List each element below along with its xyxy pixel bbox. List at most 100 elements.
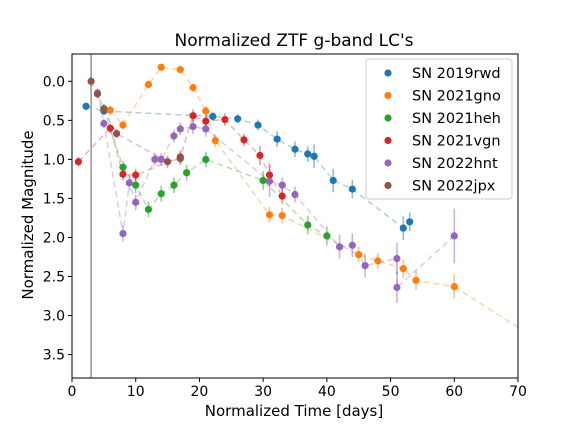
- data-point: [240, 136, 248, 144]
- data-point: [132, 198, 140, 206]
- x-axis-label: Normalized Time [days]: [205, 402, 383, 420]
- data-point: [119, 163, 127, 171]
- data-point: [221, 115, 229, 124]
- data-point: [125, 179, 133, 187]
- data-point: [393, 283, 401, 292]
- data-point: [113, 130, 121, 138]
- data-point: [374, 257, 382, 265]
- data-point: [170, 181, 178, 189]
- legend-label: SN 2022hnt: [412, 156, 498, 172]
- data-point: [132, 181, 140, 189]
- data-point: [348, 241, 356, 249]
- data-point: [265, 211, 274, 219]
- data-point: [189, 112, 197, 120]
- data-point: [406, 218, 414, 226]
- x-tick-label: 10: [127, 384, 145, 400]
- plot-content: [74, 54, 518, 378]
- data-point: [399, 224, 407, 232]
- data-point: [265, 177, 274, 185]
- data-point: [393, 254, 401, 263]
- x-tick-label: 50: [382, 384, 400, 400]
- chart-title: Normalized ZTF g-band LC's: [175, 31, 414, 51]
- data-point: [304, 150, 312, 158]
- data-point: [202, 155, 210, 163]
- y-tick-label: 0.5: [43, 113, 65, 129]
- data-point: [273, 135, 281, 143]
- legend-marker: [384, 181, 392, 190]
- series-extension-1: [453, 286, 518, 328]
- y-tick-label: 1.5: [43, 191, 65, 207]
- data-point: [176, 66, 184, 74]
- data-point: [157, 190, 165, 198]
- x-tick-label: 60: [445, 384, 463, 400]
- legend: SN 2019rwd SN 2021gno SN 2021heh SN 2021vgn…: [365, 58, 513, 200]
- data-point: [163, 158, 172, 166]
- data-point: [259, 176, 267, 185]
- data-point: [157, 155, 165, 163]
- y-tick-label: 3.0: [43, 309, 65, 325]
- data-point: [74, 158, 82, 166]
- y-tick-label: 1.0: [43, 152, 65, 168]
- x-tick-label: 40: [318, 384, 336, 400]
- legend-label: SN 2021heh: [412, 111, 501, 127]
- data-point: [291, 145, 299, 153]
- legend-marker: [384, 159, 392, 167]
- plot-frame: [71, 53, 519, 379]
- x-tick-label: 20: [191, 384, 209, 400]
- data-point: [132, 171, 140, 179]
- legend-label: SN 2019rwd: [412, 66, 501, 82]
- data-point: [348, 185, 356, 193]
- series-line-3: [77, 114, 283, 197]
- data-point: [176, 125, 184, 133]
- data-point: [144, 205, 153, 213]
- data-point: [304, 221, 312, 229]
- data-point: [82, 102, 90, 110]
- data-point: [310, 152, 318, 160]
- data-point: [209, 112, 217, 121]
- data-point: [100, 119, 108, 128]
- data-point: [170, 132, 178, 140]
- data-point: [157, 63, 165, 71]
- data-point: [119, 121, 127, 129]
- data-point: [106, 106, 114, 114]
- data-point: [151, 155, 159, 163]
- data-point: [119, 229, 127, 238]
- x-tick-label: 30: [254, 384, 272, 400]
- legend-box: [365, 58, 513, 200]
- y-axis-label: Normalized Magnitude: [19, 130, 37, 299]
- data-point: [329, 176, 337, 185]
- data-point: [412, 276, 420, 285]
- legend-marker: [384, 136, 392, 145]
- legend-marker: [384, 114, 392, 122]
- data-point: [211, 137, 219, 145]
- data-point: [278, 192, 286, 200]
- data-point: [183, 169, 191, 177]
- data-point: [361, 261, 369, 270]
- y-tick-label: 3.5: [43, 348, 65, 364]
- data-point: [256, 151, 264, 160]
- data-point: [336, 243, 344, 251]
- data-point: [278, 181, 286, 189]
- data-point: [450, 232, 458, 240]
- data-point: [93, 90, 102, 98]
- data-point: [202, 125, 210, 133]
- data-point: [234, 115, 242, 123]
- legend-label: SN 2021vgn: [412, 134, 501, 150]
- data-point: [119, 170, 127, 178]
- y-tick-label: 0.0: [43, 74, 65, 90]
- x-tick-label: 0: [68, 384, 77, 400]
- data-point: [291, 190, 299, 199]
- data-point: [87, 77, 95, 85]
- data-point: [202, 107, 210, 115]
- y-tick-label: 2.0: [43, 230, 65, 246]
- data-point: [399, 265, 407, 273]
- data-point: [278, 212, 286, 220]
- data-point: [265, 171, 274, 179]
- data-point: [176, 155, 184, 163]
- data-point: [189, 123, 197, 131]
- series-line-4: [96, 92, 455, 290]
- legend-marker: [384, 91, 392, 100]
- data-point: [106, 124, 114, 132]
- y-tick-label: 2.5: [43, 270, 65, 286]
